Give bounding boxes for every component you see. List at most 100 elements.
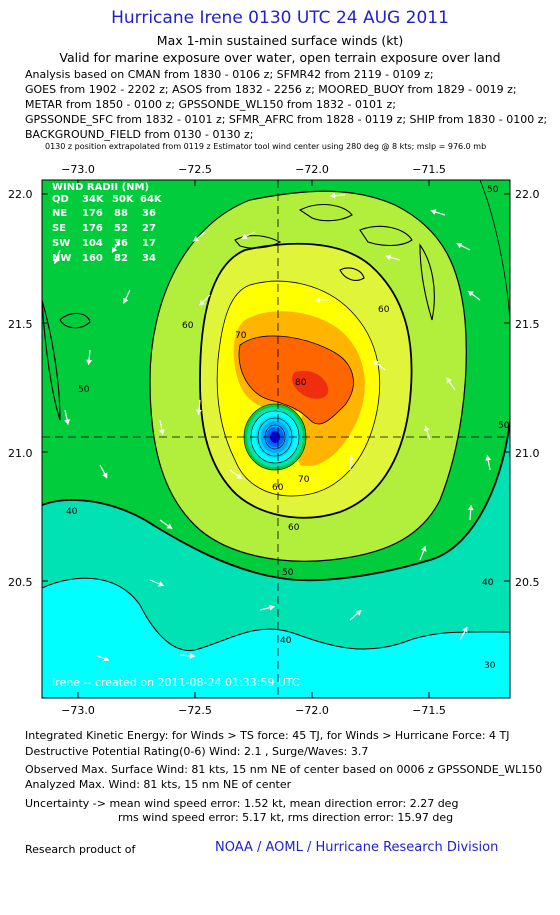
wind-vector-head (241, 233, 248, 240)
wind-vector-head (373, 360, 380, 367)
dpr-line: Destructive Potential Rating(0-6) Wind: … (25, 745, 369, 758)
eye-core (243, 403, 307, 471)
contour-label: 40 (280, 636, 292, 646)
wind-vector-head (485, 455, 492, 461)
wind-radii-cell: SW (52, 238, 70, 249)
contour-label: 60 (272, 483, 284, 493)
y-tick-label-left: 22.0 (8, 188, 33, 201)
wind-vector-head (420, 546, 427, 552)
wind-radii-cell: 34 (142, 253, 156, 264)
contour-label: 40 (482, 578, 494, 588)
wind-vector-head (385, 254, 392, 261)
wind-field-plot: −73.0 −72.5 −72.0 −71.5 −73.0 −72.5 −72.… (8, 163, 540, 717)
wind-radii-header: 64K (140, 194, 163, 205)
wind-radii-cell: 176 (82, 208, 103, 219)
contour-label: 50 (282, 568, 294, 578)
coastlines (42, 204, 435, 421)
analysis-line: GPSSONDE_SFC from 1832 - 0101 z; SFMR_AF… (25, 113, 548, 126)
wind-vector-head (166, 523, 173, 529)
wind-radii-cell: 17 (142, 238, 156, 249)
y-tick-label-right: 21.0 (515, 447, 540, 460)
y-tick-label-right: 20.5 (515, 576, 540, 589)
wind-vector-head (102, 472, 108, 479)
wind-vector-head (86, 359, 93, 365)
wind-vector-head (355, 610, 362, 616)
y-tick-label-left: 20.5 (8, 576, 33, 589)
wind-radii-cell: 82 (114, 253, 128, 264)
wind-radii-cell: 176 (82, 223, 103, 234)
contour-label: 50 (78, 385, 90, 395)
wind-radii-header: QD (52, 194, 69, 205)
contour-label: 70 (235, 331, 247, 341)
contour-lines (42, 180, 510, 651)
wind-vector-head (347, 455, 354, 461)
contour-label: 30 (484, 661, 496, 671)
x-tick-label-top: −71.5 (412, 163, 446, 176)
wind-vector-head (467, 291, 474, 297)
wind-radii-cell: NW (52, 253, 71, 264)
wind-vector-head (193, 235, 200, 242)
wind-vector-head (446, 377, 452, 384)
contour-label: 40 (66, 507, 78, 517)
x-tick-label-bottom: −71.5 (412, 704, 446, 717)
y-tick-label-right: 22.0 (515, 188, 540, 201)
wind-vector-head (189, 652, 195, 659)
wind-vector-head (236, 473, 243, 479)
wind-vector-head (456, 242, 463, 249)
axis-ticks (42, 180, 510, 698)
wind-radii-cell: NE (52, 208, 67, 219)
wind-radii-cell: 52 (114, 223, 128, 234)
wind-vector-head (158, 429, 165, 435)
contour-label: 60 (182, 321, 194, 331)
wind-vector-head (122, 297, 129, 304)
contour-label: 70 (298, 475, 310, 485)
research-product-label: Research product of (25, 843, 136, 856)
contour-label: 60 (288, 523, 300, 533)
contour-label: 50 (498, 421, 510, 431)
wind-radii-header: 34K (82, 194, 105, 205)
wind-radii-cell: SE (52, 223, 66, 234)
wind-radii-cell: 104 (82, 238, 103, 249)
wind-vector-head (269, 604, 275, 611)
x-tick-label-bottom: −72.5 (178, 704, 212, 717)
x-tick-label-bottom: −72.0 (295, 704, 329, 717)
contour-label: 80 (295, 378, 307, 388)
wind-vector-head (330, 192, 336, 199)
wind-vector-head (315, 296, 321, 303)
wind-vector-head (199, 299, 206, 306)
analysis-line: METAR from 1850 - 0100 z; GPSSONDE_WL150… (25, 98, 396, 111)
wind-vector-head (53, 258, 60, 264)
analysis-line: Analysis based on CMAN from 1830 - 0106 … (25, 68, 434, 81)
y-tick-label-right: 21.5 (515, 318, 540, 331)
plot-frame (41, 179, 511, 699)
contour-label: 50 (487, 185, 499, 195)
x-tick-label-bottom: −73.0 (61, 704, 95, 717)
page-title: Hurricane Irene 0130 UTC 24 AUG 2011 (111, 8, 449, 28)
subtitle-exposure: Valid for marine exposure over water, op… (59, 50, 501, 65)
wind-vector-head (112, 246, 118, 253)
wind-radii-cell: 88 (114, 208, 128, 219)
wind-radii-cell: 36 (142, 208, 156, 219)
contour-band-90kt (291, 370, 329, 399)
observed-max-line: Observed Max. Surface Wind: 81 kts, 15 n… (25, 763, 543, 776)
x-tick-label-top: −72.5 (178, 163, 212, 176)
position-note: 0130 z position extrapolated from 0119 z… (45, 142, 487, 151)
y-tick-label-left: 21.5 (8, 318, 33, 331)
x-tick-label-top: −72.0 (295, 163, 329, 176)
analyzed-max-line: Analyzed Max. Wind: 81 kts, 15 nm NE of … (25, 778, 292, 791)
y-tick-label-left: 21.0 (8, 447, 33, 460)
created-stamp: Irene -- created on 2011-08-24 01:33:59 … (52, 676, 300, 689)
noaa-aoml-link[interactable]: NOAA / AOML / Hurricane Research Divisio… (215, 840, 499, 855)
wind-vector-head (430, 209, 437, 215)
wind-radii-table: WIND RADII (NM) QD 34K 50K 64K NE 176 88… (52, 182, 163, 264)
wind-vector-head (424, 425, 430, 432)
wind-vector-head (158, 581, 164, 587)
wind-radii-cell: 160 (82, 253, 103, 264)
wind-vector-head (64, 419, 71, 425)
wind-vectors (53, 192, 492, 662)
wind-vector-head (195, 409, 202, 415)
uncertainty-line: Uncertainty -> mean wind speed error: 1.… (25, 797, 459, 810)
subtitle-variable: Max 1-min sustained surface winds (kt) (156, 33, 404, 48)
x-tick-label-top: −73.0 (61, 163, 95, 176)
analysis-line: BACKGROUND_FIELD from 0130 - 0130 z; (25, 128, 254, 141)
